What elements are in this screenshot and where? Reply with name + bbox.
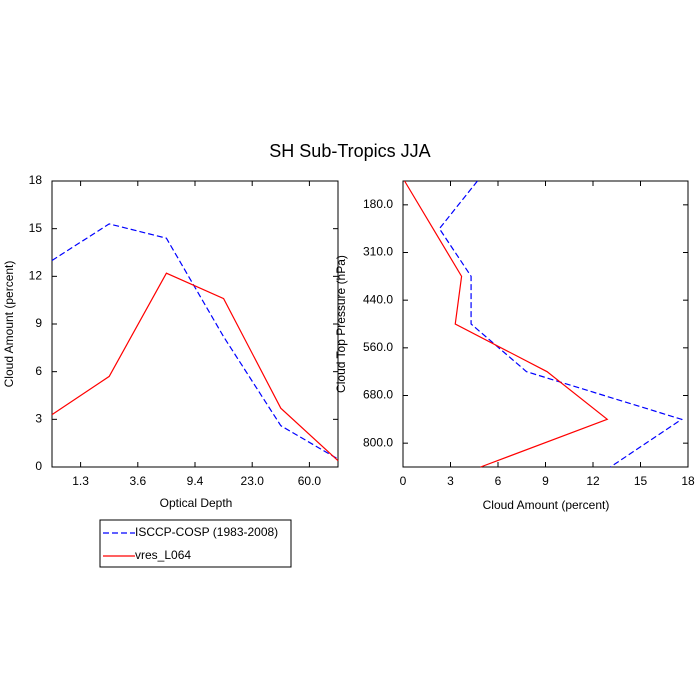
y-tick-label: 0 [35, 459, 42, 473]
chart-title: SH Sub-Tropics JJA [269, 141, 430, 161]
legend-box [99, 519, 292, 568]
x-tick-label: 3 [447, 474, 454, 488]
x-tick-label: 9 [542, 474, 549, 488]
y-tick-label: 15 [29, 221, 43, 235]
data-line [438, 180, 684, 468]
y-tick-label: 18 [29, 173, 43, 187]
y-tick-label: 440.0 [363, 292, 393, 306]
x-axis-label: Optical Depth [160, 496, 233, 510]
y-tick-label: 310.0 [363, 245, 393, 259]
y-tick-label: 180.0 [363, 197, 393, 211]
data-line [51, 272, 339, 462]
data-line [404, 180, 609, 468]
x-tick-label: 1.3 [72, 474, 89, 488]
x-tick-label: 3.6 [129, 474, 146, 488]
y-tick-label: 3 [35, 412, 42, 426]
y-axis-label: Cloud Amount (percent) [2, 261, 16, 388]
x-tick-label: 12 [586, 474, 600, 488]
x-axis-label: Cloud Amount (percent) [483, 498, 610, 512]
plot-frame [402, 180, 689, 468]
y-tick-label: 9 [35, 316, 42, 330]
plot-frame [51, 180, 339, 468]
y-tick-label: 800.0 [363, 435, 393, 449]
y-tick-label: 12 [29, 269, 43, 283]
x-tick-label: 15 [634, 474, 648, 488]
y-tick-label: 680.0 [363, 388, 393, 402]
x-tick-label: 6 [495, 474, 502, 488]
y-tick-label: 560.0 [363, 340, 393, 354]
legend-label: vres_L064 [135, 548, 191, 562]
legend-label: ISCCP-COSP (1983-2008) [135, 525, 278, 539]
x-tick-label: 60.0 [298, 474, 322, 488]
y-tick-label: 6 [35, 364, 42, 378]
x-tick-label: 18 [681, 474, 695, 488]
x-tick-label: 0 [400, 474, 407, 488]
data-line [51, 223, 339, 460]
x-tick-label: 23.0 [241, 474, 265, 488]
x-tick-label: 9.4 [187, 474, 204, 488]
